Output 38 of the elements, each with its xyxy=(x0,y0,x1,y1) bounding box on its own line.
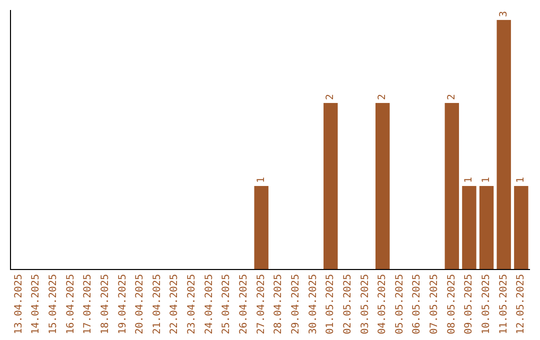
data-label: 1 xyxy=(516,176,527,183)
x-tick-label: 19.04.2025 xyxy=(117,274,128,334)
data-label: 2 xyxy=(377,94,388,100)
x-tick-label: 09.05.2025 xyxy=(464,274,475,334)
data-label: 2 xyxy=(446,94,458,100)
x-tick-label: 02.05.2025 xyxy=(342,274,354,334)
x-tick-label: 22.04.2025 xyxy=(169,274,180,334)
x-tick-label: 14.04.2025 xyxy=(30,274,42,334)
x-tick-label: 20.04.2025 xyxy=(134,274,146,334)
x-tick-label: 27.04.2025 xyxy=(256,274,267,334)
x-tick-label: 03.05.2025 xyxy=(360,274,371,334)
x-tick-label: 06.05.2025 xyxy=(412,274,423,334)
x-tick-label: 04.05.2025 xyxy=(377,274,388,334)
data-label: 1 xyxy=(464,176,475,183)
x-tick-label: 28.04.2025 xyxy=(273,274,284,334)
x-tick-label: 16.04.2025 xyxy=(65,274,76,334)
x-tick-label: 11.05.2025 xyxy=(498,274,510,334)
x-tick-label: 13.04.2025 xyxy=(13,274,24,334)
data-label: 1 xyxy=(481,176,492,183)
x-tick-label: 07.05.2025 xyxy=(429,274,440,334)
data-label: 1 xyxy=(256,176,267,183)
x-tick-label: 21.04.2025 xyxy=(152,274,163,334)
x-tick-label: 05.05.2025 xyxy=(394,274,406,334)
x-tick-label: 01.05.2025 xyxy=(325,274,336,334)
x-tick-label: 26.04.2025 xyxy=(238,274,250,334)
x-tick-label: 15.04.2025 xyxy=(48,274,59,334)
x-tick-label: 30.04.2025 xyxy=(308,274,319,334)
data-label: 3 xyxy=(498,10,510,17)
x-tick-label: 25.04.2025 xyxy=(221,274,232,334)
x-tick-label: 29.04.2025 xyxy=(290,274,302,334)
x-tick-label: 17.04.2025 xyxy=(82,274,94,334)
data-label: 2 xyxy=(325,94,336,100)
x-tick-label: 12.05.2025 xyxy=(516,274,527,334)
x-tick-label: 18.04.2025 xyxy=(100,274,111,334)
x-tick-label: 24.04.2025 xyxy=(204,274,215,334)
x-tick-label: 10.05.2025 xyxy=(481,274,492,334)
x-tick-label: 23.04.2025 xyxy=(186,274,198,334)
x-tick-label: 08.05.2025 xyxy=(446,274,458,334)
